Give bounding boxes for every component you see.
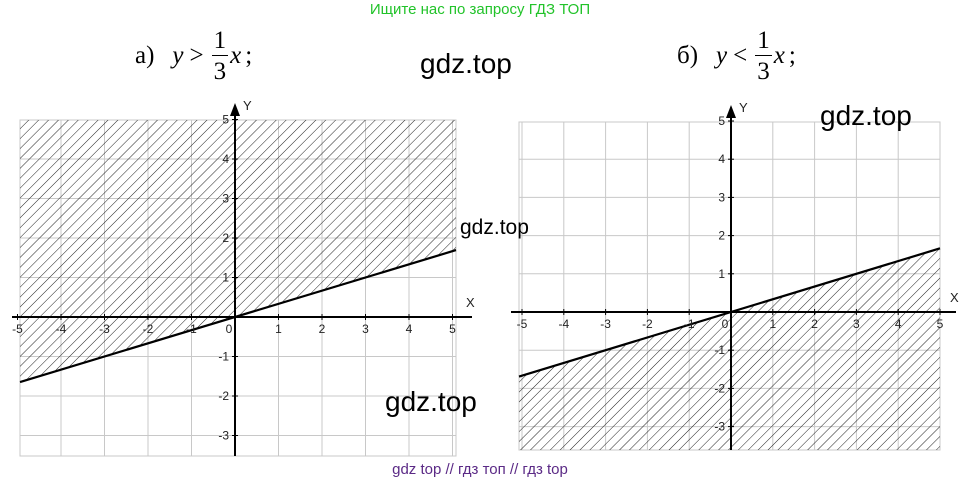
y-axis-label: Y: [739, 100, 748, 115]
y-tick-label: 2: [718, 229, 725, 243]
fraction: 1 3: [755, 28, 772, 84]
y-tick-label: -1: [218, 350, 229, 364]
fraction-numerator: 1: [755, 27, 772, 56]
x-tick-label: -4: [558, 317, 569, 331]
bottom-banner: gdz top // гдз топ // гдз top: [392, 461, 568, 478]
equation-a: а) y > 1 3 x ;: [135, 28, 252, 84]
y-tick-label: -2: [714, 381, 725, 395]
x-tick-label: 5: [449, 322, 456, 336]
fraction: 1 3: [211, 27, 229, 85]
x-tick-label: 4: [895, 317, 902, 331]
equation-label: а): [135, 42, 155, 69]
x-tick-label: -1: [186, 322, 197, 336]
boundary-line: [19, 249, 457, 384]
fraction-denominator: 3: [213, 58, 227, 85]
x-tick-label: -4: [56, 322, 67, 336]
y-tick-label: -1: [714, 343, 725, 357]
x-tick-label: 3: [362, 322, 369, 336]
y-axis-arrow: [726, 105, 736, 118]
watermark: gdz.top: [820, 100, 912, 131]
x-tick-label: -3: [600, 317, 611, 331]
x-tick-label: -2: [642, 317, 653, 331]
x-tick-label: 2: [319, 322, 326, 336]
top-banner: Ищите нас по запросу ГДЗ ТОП: [369, 1, 591, 18]
equation-tail: ;: [788, 42, 796, 69]
y-tick-label: 3: [222, 192, 229, 206]
x-axis-label: X: [466, 295, 475, 310]
equation-lhs: y: [716, 42, 728, 69]
equation-lhs: y: [172, 42, 184, 69]
x-tick-label: 5: [937, 317, 944, 331]
shaded-region: [519, 248, 940, 450]
y-tick-label: 5: [222, 113, 229, 127]
y-tick-label: 2: [222, 231, 229, 245]
y-tick-label: 5: [718, 114, 725, 128]
fraction-denominator: 3: [757, 58, 770, 85]
equation-b: б) y < 1 3 x ;: [677, 28, 796, 84]
x-tick-label: 1: [275, 322, 282, 336]
y-tick-label: -3: [218, 429, 229, 443]
equation-rhs-var: x: [230, 42, 242, 69]
x-tick-label: -3: [99, 322, 110, 336]
y-tick-label: 1: [222, 271, 229, 285]
x-tick-label: -2: [143, 322, 154, 336]
equation-tail: ;: [245, 42, 253, 69]
y-tick-label: 1: [718, 267, 725, 281]
y-tick-label: -3: [714, 420, 725, 434]
equation-operator: <: [733, 42, 748, 69]
x-tick-label: 0: [722, 317, 729, 331]
x-tick-label: 0: [226, 322, 233, 336]
watermark: gdz.top: [385, 386, 477, 417]
x-tick-label: -5: [517, 317, 528, 331]
y-axis-label: Y: [243, 98, 252, 113]
x-tick-label: -1: [684, 317, 695, 331]
x-tick-label: 2: [811, 317, 818, 331]
watermark: gdz.top: [420, 48, 512, 79]
equation-label: б): [677, 42, 699, 69]
equation-rhs-var: x: [773, 42, 785, 69]
x-tick-label: -5: [12, 322, 23, 336]
x-tick-label: 3: [853, 317, 860, 331]
boundary-line: [518, 247, 941, 378]
x-tick-label: 1: [769, 317, 776, 331]
equation-operator: >: [189, 42, 204, 69]
x-tick-label: 4: [406, 322, 413, 336]
y-tick-label: 4: [718, 152, 725, 166]
y-tick-label: 4: [222, 152, 229, 166]
watermark: gdz.top: [460, 216, 529, 239]
y-axis-arrow: [230, 103, 240, 116]
y-tick-label: -2: [218, 389, 229, 403]
fraction-numerator: 1: [211, 27, 229, 56]
x-axis-label: X: [950, 290, 959, 305]
y-tick-label: 3: [718, 190, 725, 204]
